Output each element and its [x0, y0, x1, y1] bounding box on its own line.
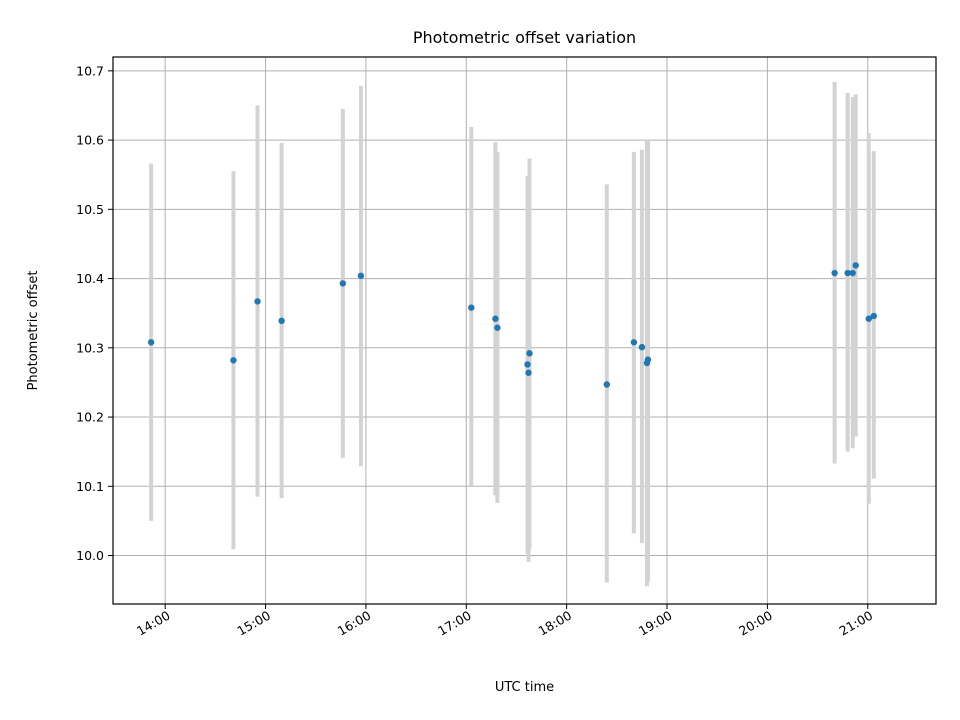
x-tick-label: 20:00: [736, 608, 775, 639]
data-point: [357, 272, 365, 279]
y-tick-label: 10.6: [76, 133, 104, 148]
data-point: [278, 317, 285, 325]
x-axis-label: UTC time: [495, 680, 554, 695]
data-point: [865, 315, 872, 322]
y-axis-ticks: 10.0 10.1 10.2 10.3 10.4 10.5 10.6 10.7: [76, 63, 113, 563]
y-tick-label: 10.1: [76, 479, 104, 494]
x-tick-label: 19:00: [636, 608, 675, 639]
data-point: [494, 324, 501, 331]
chart-title: Photometric offset variation: [413, 28, 636, 47]
data-point: [603, 381, 610, 388]
y-tick-label: 10.5: [76, 202, 104, 217]
data-point: [638, 343, 646, 351]
y-tick-label: 10.4: [76, 271, 104, 286]
x-tick-label: 16:00: [335, 608, 374, 639]
data-point: [339, 280, 347, 287]
y-tick-label: 10.0: [76, 548, 104, 563]
data-point: [230, 357, 237, 364]
data-point: [870, 312, 877, 320]
data-point: [852, 262, 859, 269]
data-point: [831, 269, 838, 277]
data-point: [468, 304, 475, 311]
data-point: [254, 298, 261, 305]
data-point: [844, 269, 851, 277]
y-tick-label: 10.3: [76, 340, 104, 355]
data-point: [630, 339, 638, 346]
data-point: [147, 339, 155, 346]
x-tick-label: 14:00: [134, 608, 173, 639]
x-tick-label: 21:00: [837, 608, 876, 639]
data-point: [526, 350, 533, 357]
error-bars: [149, 81, 876, 586]
x-tick-label: 15:00: [234, 608, 273, 639]
y-tick-label: 10.2: [76, 410, 104, 425]
x-tick-label: 17:00: [435, 608, 474, 639]
data-point: [525, 369, 532, 376]
data-point: [524, 361, 531, 368]
plot-frame: [112, 56, 937, 605]
data-point: [492, 315, 499, 322]
y-axis-label: Photometric offset: [26, 271, 41, 391]
data-point: [644, 356, 652, 363]
grid: [113, 57, 936, 604]
y-tick-label: 10.7: [76, 63, 104, 78]
data-points: [147, 262, 877, 388]
x-tick-label: 18:00: [535, 608, 574, 639]
x-axis-ticks: 14:00 15:00 16:00 17:00 18:00 19:00 20:00 21:00: [134, 604, 875, 639]
data-point: [849, 269, 856, 277]
